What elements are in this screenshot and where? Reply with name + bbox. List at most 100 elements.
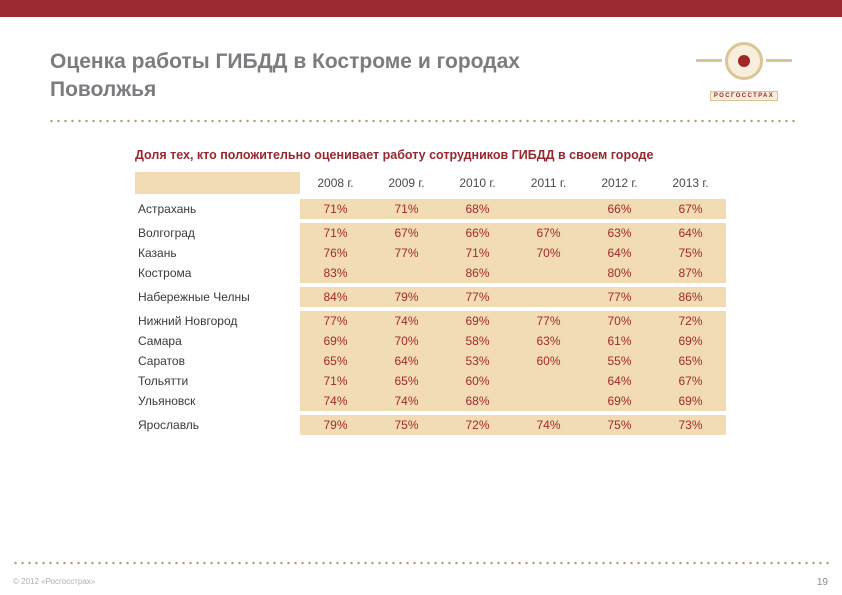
value-cell: 55% bbox=[584, 351, 655, 371]
value-cell: 69% bbox=[300, 331, 371, 351]
value-cell: 69% bbox=[655, 331, 726, 351]
table-row: Казань 76% 77% 71% 70% 64% 75% bbox=[135, 243, 726, 263]
value-cell: 72% bbox=[655, 311, 726, 331]
logo-core bbox=[738, 55, 750, 67]
value-cell: 74% bbox=[371, 391, 442, 411]
value-cell: 64% bbox=[655, 223, 726, 243]
table-row: Саратов 65% 64% 53% 60% 55% 65% bbox=[135, 351, 726, 371]
value-cell: 61% bbox=[584, 331, 655, 351]
value-cell: 87% bbox=[655, 263, 726, 283]
value-cell: 75% bbox=[655, 243, 726, 263]
value-cell: 71% bbox=[371, 199, 442, 219]
value-cell: 70% bbox=[513, 243, 584, 263]
value-cell: 65% bbox=[371, 371, 442, 391]
logo-ring bbox=[725, 42, 763, 80]
table-row: Волгоград 71% 67% 66% 67% 63% 64% bbox=[135, 223, 726, 243]
table-row: Тольятти 71% 65% 60% 64% 67% bbox=[135, 371, 726, 391]
dotted-separator-bottom bbox=[12, 561, 830, 565]
city-name: Саратов bbox=[135, 351, 300, 371]
page-title-line-2: Поволжья bbox=[50, 78, 157, 102]
value-cell: 75% bbox=[371, 415, 442, 435]
value-cell: 77% bbox=[584, 287, 655, 307]
value-cell bbox=[513, 391, 584, 411]
value-cell: 71% bbox=[300, 371, 371, 391]
value-cell: 53% bbox=[442, 351, 513, 371]
page-title-line-1: Оценка работы ГИБДД в Костроме и городах bbox=[50, 50, 520, 73]
value-cell: 77% bbox=[300, 311, 371, 331]
city-name: Самара bbox=[135, 331, 300, 351]
copyright-text: © 2012 «Росгосстрах» bbox=[13, 577, 96, 586]
value-cell: 63% bbox=[513, 331, 584, 351]
logo-wing-right bbox=[766, 59, 792, 62]
value-cell: 71% bbox=[442, 243, 513, 263]
value-cell: 75% bbox=[584, 415, 655, 435]
city-name: Астрахань bbox=[135, 199, 300, 219]
value-cell: 70% bbox=[584, 311, 655, 331]
value-cell: 67% bbox=[655, 371, 726, 391]
dotted-separator-top bbox=[48, 119, 796, 123]
city-name: Казань bbox=[135, 243, 300, 263]
column-header: 2009 г. bbox=[371, 172, 442, 194]
value-cell: 70% bbox=[371, 331, 442, 351]
value-cell: 65% bbox=[300, 351, 371, 371]
value-cell bbox=[371, 263, 442, 283]
logo-wing-left bbox=[696, 59, 722, 62]
column-header: 2008 г. bbox=[300, 172, 371, 194]
value-cell: 79% bbox=[300, 415, 371, 435]
value-cell: 66% bbox=[442, 223, 513, 243]
value-cell: 69% bbox=[655, 391, 726, 411]
rosgosstrakh-logo: РОСГОССТРАХ bbox=[696, 40, 792, 102]
value-cell: 60% bbox=[513, 351, 584, 371]
table-title: Доля тех, кто положительно оценивает раб… bbox=[135, 148, 654, 162]
value-cell: 60% bbox=[442, 371, 513, 391]
value-cell bbox=[513, 287, 584, 307]
table-row: Набережные Челны 84% 79% 77% 77% 86% bbox=[135, 287, 726, 307]
column-header: 2010 г. bbox=[442, 172, 513, 194]
value-cell: 58% bbox=[442, 331, 513, 351]
city-name: Ярославль bbox=[135, 415, 300, 435]
city-name: Тольятти bbox=[135, 371, 300, 391]
value-cell: 66% bbox=[584, 199, 655, 219]
value-cell: 80% bbox=[584, 263, 655, 283]
value-cell: 67% bbox=[655, 199, 726, 219]
city-name: Волгоград bbox=[135, 223, 300, 243]
value-cell: 67% bbox=[513, 223, 584, 243]
table-row: Самара 69% 70% 58% 63% 61% 69% bbox=[135, 331, 726, 351]
table-row: Нижний Новгород 77% 74% 69% 77% 70% 72% bbox=[135, 311, 726, 331]
value-cell: 68% bbox=[442, 199, 513, 219]
top-accent-bar bbox=[0, 0, 842, 17]
value-cell: 74% bbox=[513, 415, 584, 435]
value-cell: 77% bbox=[371, 243, 442, 263]
logo-wordmark: РОСГОССТРАХ bbox=[709, 91, 779, 101]
table-header-row: 2008 г. 2009 г. 2010 г. 2011 г. 2012 г. 2013 … bbox=[135, 172, 726, 194]
ratings-table: 2008 г. 2009 г. 2010 г. 2011 г. 2012 г. 2013 … bbox=[135, 172, 726, 435]
value-cell: 65% bbox=[655, 351, 726, 371]
value-cell: 64% bbox=[584, 243, 655, 263]
table-row: Кострома 83% 86% 80% 87% bbox=[135, 263, 726, 283]
value-cell: 76% bbox=[300, 243, 371, 263]
column-header: 2012 г. bbox=[584, 172, 655, 194]
value-cell: 68% bbox=[442, 391, 513, 411]
value-cell: 69% bbox=[584, 391, 655, 411]
value-cell: 77% bbox=[442, 287, 513, 307]
page-title: Оценка работы ГИБДД в Костроме и городах… bbox=[50, 48, 670, 105]
table-row: Ярославль 79% 75% 72% 74% 75% 73% bbox=[135, 415, 726, 435]
value-cell: 86% bbox=[442, 263, 513, 283]
value-cell: 86% bbox=[655, 287, 726, 307]
value-cell bbox=[513, 199, 584, 219]
page-number: 19 bbox=[816, 577, 828, 588]
value-cell bbox=[513, 371, 584, 391]
column-header: 2011 г. bbox=[513, 172, 584, 194]
value-cell: 69% bbox=[442, 311, 513, 331]
value-cell: 83% bbox=[300, 263, 371, 283]
value-cell: 71% bbox=[300, 223, 371, 243]
rosgosstrakh-emblem-icon bbox=[696, 40, 792, 84]
value-cell bbox=[513, 263, 584, 283]
table-row: Астрахань 71% 71% 68% 66% 67% bbox=[135, 199, 726, 219]
value-cell: 71% bbox=[300, 199, 371, 219]
value-cell: 64% bbox=[584, 371, 655, 391]
table-corner-cell bbox=[135, 172, 300, 194]
table-row: Ульяновск 74% 74% 68% 69% 69% bbox=[135, 391, 726, 411]
value-cell: 84% bbox=[300, 287, 371, 307]
city-name: Набережные Челны bbox=[135, 287, 300, 307]
